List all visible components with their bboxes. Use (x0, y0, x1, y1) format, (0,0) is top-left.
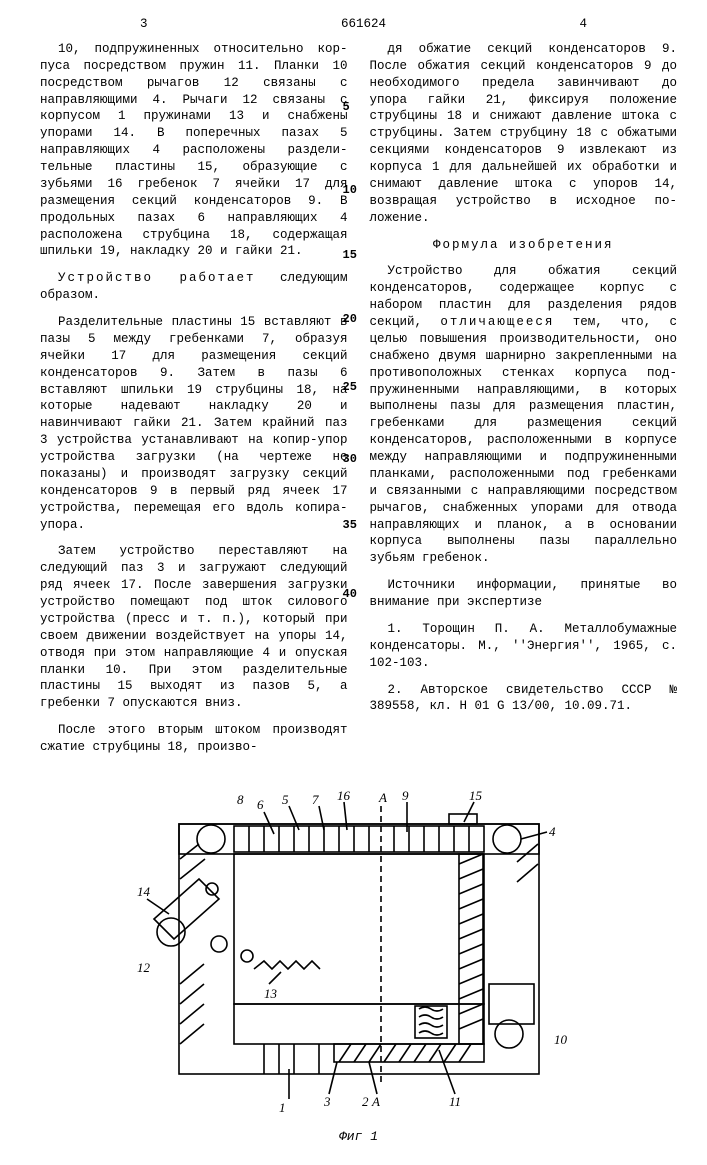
fig-label: 7 (312, 792, 319, 807)
fig-label: 3 (323, 1094, 331, 1109)
fig-label: 16 (337, 788, 351, 803)
figure-1: 6 5 7 16 9 А 15 4 14 12 13 1 3 2 А 11 10… (40, 784, 677, 1146)
text-columns: 10, подпружиненных относительно кор­пуса… (40, 41, 677, 766)
page-num-left: 3 (70, 16, 289, 33)
fig-label: 8 (237, 792, 244, 807)
fig-label: 4 (549, 824, 556, 839)
left-p5: После этого вторым штоком произ­водят сж… (40, 722, 348, 756)
page-num-right: 4 (438, 16, 647, 33)
right-p5: 2. Авторское свидетельство СССР № 389558… (370, 682, 678, 716)
right-p3: Источники информации, принятые во вниман… (370, 577, 678, 611)
fig-label: 14 (137, 884, 151, 899)
fig-label: 13 (264, 986, 278, 1001)
formula-title: Формула изобретения (370, 237, 678, 254)
page-header: 3 661624 4 (40, 16, 677, 33)
right-p1: дя обжатие секций конденсаторов 9. После… (370, 41, 678, 227)
fig-label: 1 (279, 1100, 286, 1115)
fig-label: 2 (362, 1094, 369, 1109)
right-p4: 1. Торощин П. А. Металлобумажные конденс… (370, 621, 678, 672)
fig-label: 11 (449, 1094, 461, 1109)
fig-label: А (371, 1094, 380, 1109)
figure-svg: 6 5 7 16 9 А 15 4 14 12 13 1 3 2 А 11 10… (119, 784, 599, 1124)
left-p2: Устройство работает следую­щим образом. (40, 270, 348, 304)
fig-label: 10 (554, 1032, 568, 1047)
fig-label: 5 (282, 792, 289, 807)
fig-label: 9 (402, 788, 409, 803)
figure-caption: Фиг 1 (40, 1128, 677, 1146)
fig-label: 15 (469, 788, 483, 803)
doc-number: 661624 (289, 16, 438, 33)
fig-label: 12 (137, 960, 151, 975)
left-column: 10, подпружиненных относительно кор­пуса… (40, 41, 348, 766)
left-p4: Затем устройство переставляют на следующ… (40, 543, 348, 712)
left-p1: 10, подпружиненных относительно кор­пуса… (40, 41, 348, 260)
right-column: дя обжатие секций конденсаторов 9. После… (370, 41, 678, 766)
fig-label: А (378, 790, 387, 805)
left-p3: Разделительные пластины 15 встав­ляют в … (40, 314, 348, 533)
right-p2: Устройство для обжатия секций конденсато… (370, 263, 678, 567)
fig-label: 6 (257, 797, 264, 812)
